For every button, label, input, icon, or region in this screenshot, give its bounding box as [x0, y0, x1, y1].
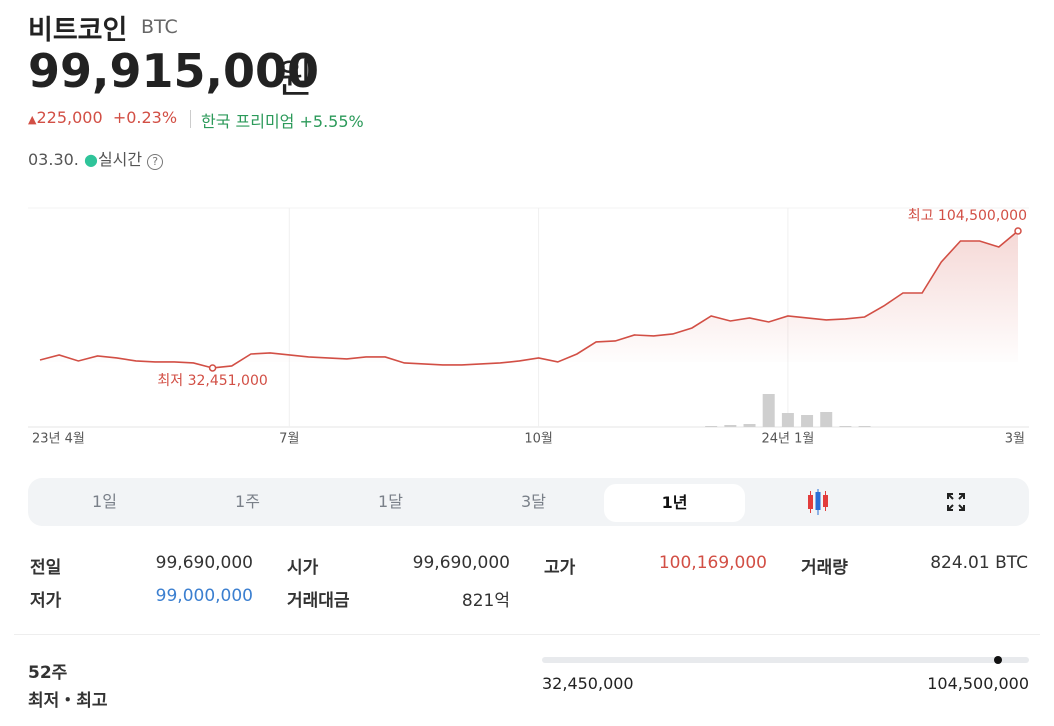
tab[interactable]: 3달	[521, 492, 546, 511]
date-row: 03.30. ●실시간 ?	[28, 146, 164, 170]
stat-value: 99,690,000	[412, 553, 510, 573]
x-tick-label: 7월	[279, 432, 299, 447]
price-unit: 원	[276, 56, 313, 102]
tab[interactable]: 1달	[378, 492, 403, 511]
area	[40, 231, 1018, 368]
stat-value: 821억	[461, 591, 510, 611]
volume-bar	[762, 394, 775, 427]
volume-bar	[705, 426, 718, 427]
chart: 23년 4월 7월 10월 24년 1월 3월 최저 32,451,000 최고 104,5…	[28, 207, 1029, 447]
live: 실시간	[97, 150, 143, 169]
divider	[190, 110, 191, 128]
stat-value: 100,169,000	[658, 553, 767, 573]
volume-bar	[743, 424, 756, 427]
tab[interactable]: 1년	[604, 484, 745, 522]
premium-value: +5.55%	[299, 112, 364, 131]
title: 비트코인	[28, 15, 128, 46]
volume-bar	[724, 425, 737, 427]
stat-label: 저가	[30, 591, 62, 611]
change-value: 225,000	[36, 108, 103, 127]
range-subtitle: 최저・최고	[28, 691, 108, 711]
x-tick-label: 3월	[1005, 432, 1025, 447]
separator	[14, 634, 1040, 635]
range-low: 32,450,000	[542, 674, 634, 693]
min-marker	[208, 364, 217, 372]
range-title: 52주	[28, 663, 68, 683]
range-marker	[994, 656, 1002, 664]
date: 03.30.	[28, 150, 79, 169]
range-high: 104,500,000	[927, 674, 1029, 693]
live-dot: ●	[83, 150, 98, 169]
stat-label: 고가	[544, 558, 576, 578]
expand-icon[interactable]	[946, 492, 966, 516]
stat-label: 전일	[30, 558, 62, 578]
candle-icon[interactable]	[806, 489, 830, 519]
tab-bar	[28, 478, 1029, 526]
tab[interactable]: 1일	[92, 492, 117, 511]
ticker: BTC	[141, 16, 178, 38]
volume-bar	[839, 426, 852, 427]
x-tick-label: 24년 1월	[761, 432, 814, 447]
help-icon[interactable]: ?	[147, 154, 164, 170]
volume-bar	[801, 415, 814, 427]
change: ▲225,000 +0.23%	[28, 108, 178, 127]
x-tick-label: 10월	[524, 432, 553, 447]
max-marker	[1014, 227, 1022, 235]
volume-bar	[858, 426, 871, 427]
premium: 한국 프리미엄 +5.55%	[201, 108, 364, 132]
price-line	[39, 230, 1019, 369]
price: 99,915,000	[28, 44, 320, 98]
min-annotation: 최저 32,451,000	[157, 373, 267, 389]
premium-label: 한국 프리미엄	[201, 112, 295, 131]
stat-label: 시가	[287, 558, 319, 578]
tab[interactable]: 1주	[235, 492, 260, 511]
stat-label: 거래대금	[287, 591, 350, 611]
volume-bar	[820, 412, 833, 427]
change-pct: +0.23%	[112, 108, 178, 127]
stat-label: 거래량	[801, 558, 848, 578]
range-bar	[542, 657, 1029, 663]
max-annotation: 최고 104,500,000	[908, 208, 1027, 224]
stat-value: 99,690,000	[155, 553, 253, 573]
stat-value: 824.01 BTC	[930, 553, 1028, 573]
stat-value: 99,000,000	[155, 586, 253, 606]
x-tick-label: 23년 4월	[32, 432, 85, 447]
volume-bar	[781, 413, 794, 427]
